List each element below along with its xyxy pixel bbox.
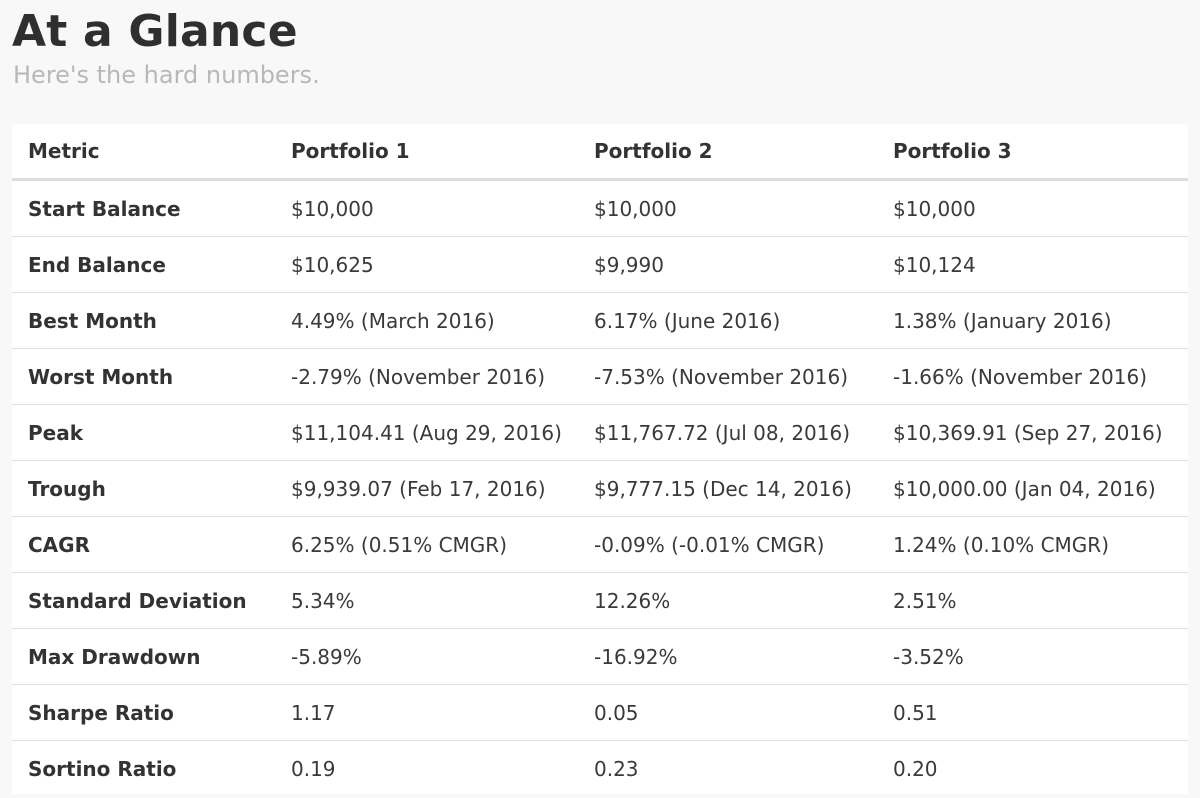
portfolio-3-cell: 2.51%	[877, 572, 1188, 629]
portfolio-3-cell: 1.38% (January 2016)	[877, 292, 1188, 349]
portfolio-2-cell: -7.53% (November 2016)	[578, 348, 877, 405]
page-title: At a Glance	[12, 6, 298, 57]
table-row: Standard Deviation 5.34% 12.26% 2.51%	[12, 572, 1188, 629]
table-row: End Balance $10,625 $9,990 $10,124	[12, 236, 1188, 293]
portfolio-1-cell: $9,939.07 (Feb 17, 2016)	[275, 460, 578, 517]
portfolio-3-cell: -1.66% (November 2016)	[877, 348, 1188, 405]
portfolio-2-cell: 0.05	[578, 684, 877, 741]
portfolio-2-cell: -16.92%	[578, 628, 877, 685]
portfolio-2-cell: $9,990	[578, 236, 877, 293]
portfolio-1-cell: 6.25% (0.51% CMGR)	[275, 516, 578, 573]
portfolio-1-cell: -2.79% (November 2016)	[275, 348, 578, 405]
metric-name-cell: Peak	[12, 404, 275, 461]
column-header-metric: Metric	[12, 124, 275, 181]
portfolio-1-cell: 4.49% (March 2016)	[275, 292, 578, 349]
metric-name-cell: Start Balance	[12, 179, 275, 237]
column-header-portfolio-3: Portfolio 3	[877, 124, 1188, 181]
metric-name-cell: CAGR	[12, 516, 275, 573]
portfolio-3-cell: 0.20	[893, 756, 938, 781]
page-subtitle: Here's the hard numbers.	[13, 61, 320, 89]
metric-name-cell: Best Month	[12, 292, 275, 349]
metric-name-cell: Trough	[12, 460, 275, 517]
portfolio-2-cell: $9,777.15 (Dec 14, 2016)	[578, 460, 877, 517]
table-row: Peak $11,104.41 (Aug 29, 2016) $11,767.7…	[12, 404, 1188, 461]
portfolio-1-cell: 5.34%	[275, 572, 578, 629]
table-row: CAGR 6.25% (0.51% CMGR) -0.09% (-0.01% C…	[12, 516, 1188, 573]
metric-name-cell: Worst Month	[12, 348, 275, 405]
portfolio-2-cell: 12.26%	[578, 572, 877, 629]
portfolio-3-cell: $10,000.00 (Jan 04, 2016)	[877, 460, 1188, 517]
portfolio-3-cell: $10,369.91 (Sep 27, 2016)	[877, 404, 1188, 461]
portfolio-1-cell: 0.19	[291, 756, 336, 781]
portfolio-2-cell: 6.17% (June 2016)	[578, 292, 877, 349]
portfolio-1-cell: 1.17	[275, 684, 578, 741]
portfolio-2-cell: $11,767.72 (Jul 08, 2016)	[578, 404, 877, 461]
portfolio-3-cell: $10,124	[877, 236, 1188, 293]
portfolio-3-cell: 0.51	[877, 684, 1188, 741]
table-row: Start Balance $10,000 $10,000 $10,000	[12, 179, 1188, 237]
metric-name-cell: Max Drawdown	[12, 628, 275, 685]
portfolio-1-cell: $11,104.41 (Aug 29, 2016)	[275, 404, 578, 461]
column-header-portfolio-1: Portfolio 1	[275, 124, 578, 181]
portfolio-1-cell: -5.89%	[275, 628, 578, 685]
table-header-row: Metric Portfolio 1 Portfolio 2 Portfolio…	[12, 124, 1188, 181]
metrics-table-card: Metric Portfolio 1 Portfolio 2 Portfolio…	[12, 124, 1188, 794]
portfolio-1-cell: $10,000	[275, 179, 578, 237]
table-row: Best Month 4.49% (March 2016) 6.17% (Jun…	[12, 292, 1188, 349]
portfolio-1-cell: $10,625	[275, 236, 578, 293]
table-row: Trough $9,939.07 (Feb 17, 2016) $9,777.1…	[12, 460, 1188, 517]
table-row: Max Drawdown -5.89% -16.92% -3.52%	[12, 628, 1188, 685]
portfolio-3-cell: 1.24% (0.10% CMGR)	[877, 516, 1188, 573]
metric-name-cell: Standard Deviation	[12, 572, 275, 629]
table-row: Sortino Ratio 0.19 0.23 0.20	[12, 741, 1188, 795]
portfolio-2-cell: -0.09% (-0.01% CMGR)	[578, 516, 877, 573]
portfolio-2-cell: $10,000	[578, 179, 877, 237]
table-row: Sharpe Ratio 1.17 0.05 0.51	[12, 684, 1188, 741]
metric-name-cell: End Balance	[12, 236, 275, 293]
portfolio-3-cell: $10,000	[877, 179, 1188, 237]
portfolio-3-cell: -3.52%	[877, 628, 1188, 685]
portfolio-2-cell: 0.23	[594, 756, 639, 781]
table-row: Worst Month -2.79% (November 2016) -7.53…	[12, 348, 1188, 405]
column-header-portfolio-2: Portfolio 2	[578, 124, 877, 181]
metrics-table: Metric Portfolio 1 Portfolio 2 Portfolio…	[12, 124, 1188, 794]
metric-name-cell: Sortino Ratio	[28, 756, 177, 781]
metric-name-cell: Sharpe Ratio	[12, 684, 275, 741]
